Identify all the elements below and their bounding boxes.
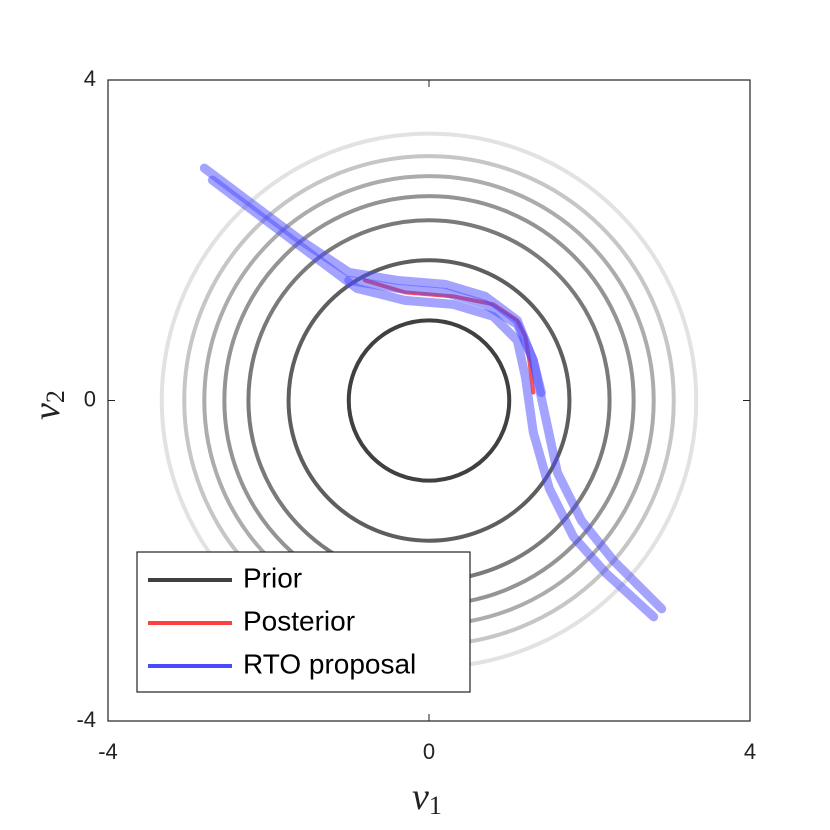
rto-contour — [199, 163, 667, 614]
prior-contour — [346, 318, 512, 483]
prior-contour — [286, 258, 572, 543]
y-axis-label: v2 — [26, 390, 70, 420]
y-tick-label: -4 — [76, 707, 96, 732]
y-label-base: v — [26, 403, 68, 420]
rto-contour — [207, 175, 659, 622]
x-tick-label: -4 — [98, 739, 118, 764]
y-tick-label: 4 — [84, 66, 96, 91]
x-label-sub: 1 — [429, 791, 442, 820]
x-tick-label: 4 — [744, 739, 756, 764]
legend: Prior Posterior RTO proposal — [136, 551, 471, 693]
y-label-sub: 2 — [41, 390, 70, 403]
y-tick-label: 0 — [84, 386, 96, 411]
x-tick-label: 0 — [423, 739, 435, 764]
x-label-base: v — [412, 776, 429, 818]
legend-label: Posterior — [243, 605, 355, 636]
legend-label: RTO proposal — [243, 648, 416, 679]
x-axis-label: v1 — [412, 776, 442, 820]
legend-label: Prior — [243, 562, 302, 593]
rto-contour — [344, 275, 546, 397]
